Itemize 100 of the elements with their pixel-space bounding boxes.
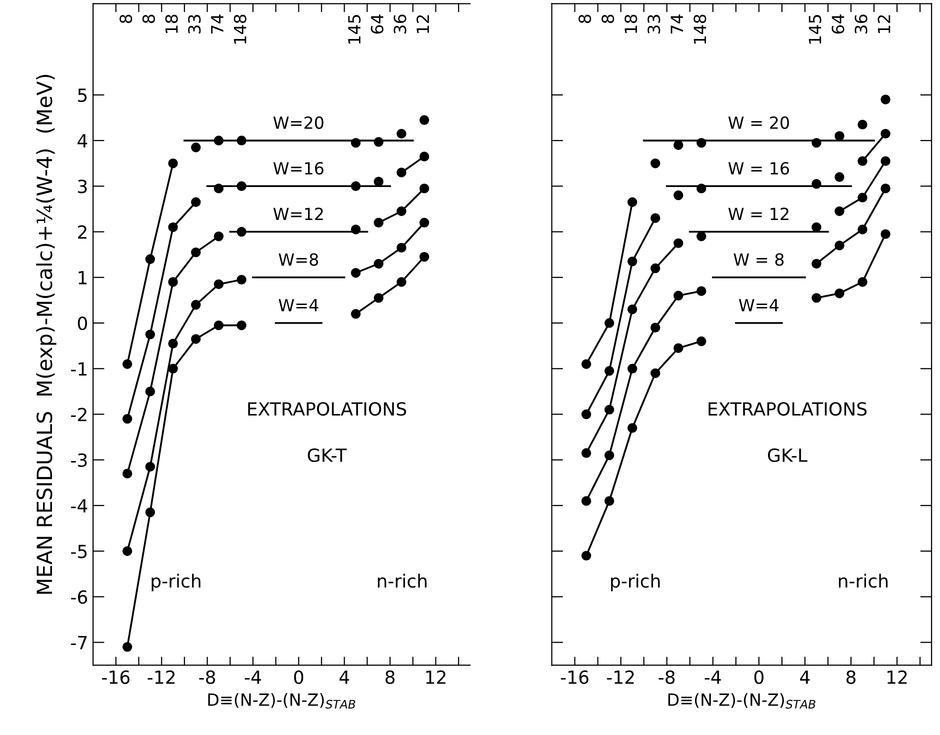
point	[812, 138, 822, 148]
series-label: W = 8	[734, 253, 784, 266]
point	[581, 496, 592, 506]
point	[696, 231, 706, 242]
annotation: 8	[120, 14, 132, 24]
point	[350, 268, 361, 278]
point	[858, 120, 868, 130]
annotation: 33	[648, 14, 660, 34]
x-axis-title: D≡(N-Z)-(N-Z)$_{STAB}$	[208, 693, 356, 709]
point	[674, 290, 684, 301]
annotation: 18	[624, 14, 638, 33]
x-tick-label: 8	[386, 670, 395, 684]
x-tick-label: -12	[606, 670, 634, 684]
point	[168, 158, 178, 168]
point	[627, 256, 638, 266]
point	[581, 409, 592, 420]
series-label: W=4	[278, 299, 318, 312]
annotation: 64	[832, 14, 844, 34]
point	[191, 300, 201, 310]
point	[880, 94, 890, 104]
annotation: p-rich	[152, 574, 200, 592]
y-tick-label: -6	[71, 590, 88, 604]
point	[350, 309, 361, 319]
point	[604, 318, 614, 328]
annotation: 18	[165, 14, 178, 33]
point	[696, 336, 706, 346]
point	[880, 156, 890, 166]
annotation: 12	[878, 15, 890, 33]
point	[627, 197, 638, 207]
x-tick-label: -8	[658, 670, 675, 684]
point	[696, 286, 706, 296]
series-label: W=16	[273, 162, 324, 175]
point	[214, 320, 224, 330]
x-tick-label: 12	[888, 670, 907, 684]
point	[214, 279, 224, 290]
point	[374, 258, 384, 269]
y-tick-label: 5	[78, 88, 87, 102]
point	[145, 462, 156, 472]
point	[191, 247, 201, 258]
point	[812, 222, 822, 232]
point	[674, 343, 684, 353]
point	[145, 254, 156, 264]
point	[858, 224, 868, 234]
point	[674, 190, 684, 200]
point	[396, 168, 406, 178]
series-label: W = 12	[728, 208, 788, 220]
point	[834, 172, 844, 182]
point	[812, 293, 822, 303]
annotation: p-rich	[611, 574, 660, 592]
point	[350, 181, 361, 192]
point	[191, 334, 201, 344]
annotation: 145	[348, 15, 361, 44]
point	[650, 368, 660, 378]
point	[419, 252, 430, 262]
point	[168, 364, 178, 374]
point	[674, 238, 684, 248]
point	[419, 218, 430, 228]
point	[374, 176, 384, 186]
point	[168, 277, 178, 287]
point	[396, 206, 406, 216]
y-tick-label: -3	[71, 453, 87, 467]
point	[604, 366, 614, 376]
point	[122, 414, 132, 424]
point	[396, 242, 406, 253]
point	[419, 152, 430, 162]
annotation: 8	[142, 14, 156, 24]
point	[168, 338, 178, 348]
point	[627, 364, 638, 374]
point	[396, 128, 406, 139]
point	[350, 138, 361, 148]
point	[191, 197, 201, 207]
series-label: W=12	[273, 208, 323, 220]
point	[880, 128, 890, 139]
annotation: 148	[234, 14, 246, 44]
x-tick-label: -4	[704, 670, 721, 684]
point	[604, 404, 614, 415]
x-tick-label: -16	[560, 670, 588, 684]
point	[604, 450, 614, 460]
point	[145, 386, 156, 396]
series-label: W=8	[278, 253, 318, 266]
point	[812, 258, 822, 269]
point	[674, 140, 684, 150]
annotation: 148	[694, 14, 706, 44]
point	[650, 322, 660, 332]
annotation: 36	[394, 14, 406, 34]
point	[374, 293, 384, 303]
point	[122, 359, 132, 369]
annotation: 74	[670, 14, 683, 34]
x-axis-title: D≡(N-Z)-(N-Z)$_{STAB}$	[668, 693, 816, 709]
annotation: 145	[808, 15, 822, 44]
series-label: W=20	[273, 116, 324, 129]
point	[350, 224, 361, 234]
point	[696, 184, 706, 194]
annotation: 74	[211, 14, 224, 34]
point	[880, 229, 890, 239]
point	[650, 213, 660, 223]
annotation: GK-L	[768, 448, 808, 462]
point	[834, 131, 844, 141]
point	[374, 218, 384, 228]
annotation: 64	[370, 14, 384, 34]
